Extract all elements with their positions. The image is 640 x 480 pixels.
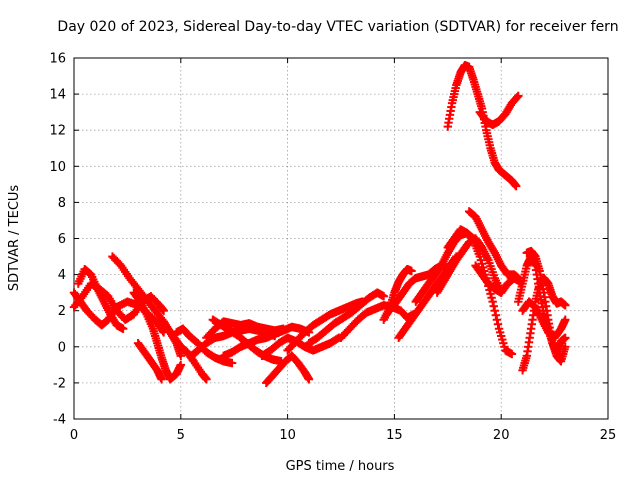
x-tick-label: 10 [279, 428, 296, 443]
data-point [477, 259, 487, 268]
series-arc-25 [471, 261, 525, 297]
data-point [561, 301, 570, 310]
series-arc-19 [379, 264, 416, 324]
y-tick-label: 8 [58, 196, 66, 211]
data-point [494, 324, 504, 333]
y-axis-label: SDTVAR / TECUs [7, 185, 22, 292]
data-point [476, 255, 486, 265]
y-tick-label: 16 [49, 52, 66, 67]
data-point [486, 289, 495, 299]
data-point [489, 301, 498, 311]
axis-ticks [73, 57, 609, 420]
y-tick-label: 4 [58, 268, 66, 283]
x-tick-label: 5 [177, 428, 185, 443]
data-point [500, 342, 509, 351]
data-point [202, 375, 211, 384]
data-point [176, 351, 185, 361]
data-point [379, 292, 388, 301]
y-tick-label: 0 [58, 340, 66, 355]
data-point [491, 311, 501, 320]
data-point [487, 293, 496, 302]
data-point [493, 320, 503, 329]
data-point [498, 335, 507, 344]
data-point [497, 331, 506, 341]
data-point [561, 342, 570, 351]
y-tick-label: -2 [53, 376, 66, 391]
series-arc-7 [163, 324, 211, 384]
data-point [304, 375, 314, 384]
data-point [561, 315, 570, 324]
series-arc-3 [74, 264, 128, 333]
data-point [478, 263, 488, 272]
series-arc-31 [514, 252, 570, 357]
chart-title: Day 020 of 2023, Sidereal Day-to-day VTE… [57, 19, 618, 35]
data-point [492, 315, 502, 324]
data-point [475, 252, 485, 261]
series-arc-8 [172, 324, 237, 368]
series-arc-27 [475, 91, 523, 129]
data-point [407, 266, 416, 276]
data-point [499, 338, 508, 348]
data-points [69, 61, 570, 388]
x-axis-label: GPS time / hours [286, 459, 395, 474]
series-arc-13 [262, 351, 314, 388]
series-arc-6 [133, 338, 166, 384]
data-point [561, 333, 570, 342]
series-arc-5 [129, 288, 185, 384]
data-point [511, 181, 521, 191]
data-point [227, 358, 237, 368]
x-tick-labels: 0 5 10 15 20 25 [70, 428, 616, 443]
data-point [159, 328, 168, 337]
series-arc-16 [304, 288, 388, 348]
y-tick-label: 14 [49, 88, 66, 103]
y-tick-label: 10 [49, 160, 66, 175]
y-tick-label: 6 [58, 232, 66, 247]
x-tick-label: 15 [386, 428, 403, 443]
x-tick-label: 25 [600, 428, 617, 443]
y-tick-label: 12 [49, 124, 66, 139]
series-arc-22 [432, 234, 506, 297]
y-tick-label: -4 [53, 413, 66, 428]
series-arc-26 [443, 61, 521, 191]
y-tick-label: 2 [58, 304, 66, 319]
data-point [495, 328, 505, 337]
x-tick-label: 20 [493, 428, 510, 443]
y-tick-labels: -4 -2 0 2 4 6 8 10 12 14 16 [49, 52, 66, 428]
data-point [488, 297, 497, 306]
series-arc-11 [202, 317, 288, 342]
data-point [490, 306, 499, 315]
data-point [514, 91, 523, 101]
data-point [159, 306, 168, 315]
data-point [176, 360, 185, 370]
data-point [157, 375, 166, 384]
data-point [118, 324, 128, 333]
x-tick-label: 0 [70, 428, 78, 443]
data-point [507, 349, 517, 359]
